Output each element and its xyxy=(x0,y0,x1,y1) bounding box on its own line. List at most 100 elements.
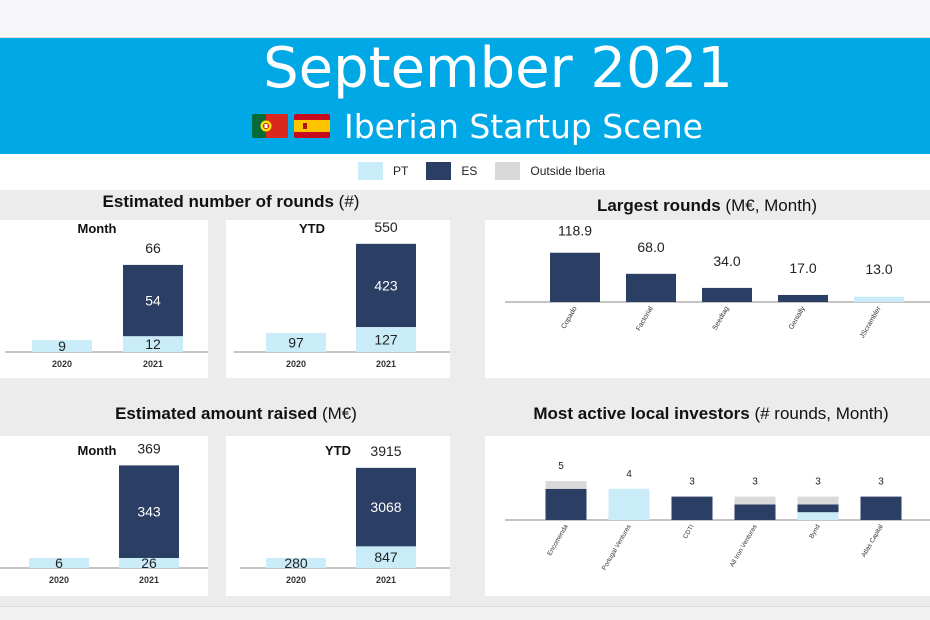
raised-ytd-bar-es-2021 xyxy=(356,467,416,547)
legend-label-outside: Outside Iberia xyxy=(530,164,606,178)
raised-month-label-pt-2020: 6 xyxy=(55,555,63,571)
card-raised-month: Month 6 2020 26 343 369 2021 xyxy=(0,436,208,596)
raised-ytd-bar-pt-2020 xyxy=(266,558,326,568)
rounds-ytd-total-2021: 550 xyxy=(374,220,398,235)
chart-rounds-ytd: YTD 97 2020 127 423 550 2021 xyxy=(234,219,450,369)
raised-ytd-xtick-2020: 2020 xyxy=(286,575,306,585)
rounds-month-subtitle: Month xyxy=(78,221,117,236)
rounds-month-xtick-2020: 2020 xyxy=(52,359,72,369)
raised-month-xtick-2021: 2021 xyxy=(139,575,159,585)
active-investors-bar-outside-iberia-4 xyxy=(797,496,839,505)
rounds-month-label-pt-2021: 12 xyxy=(145,336,161,352)
active-investors-total-5: 3 xyxy=(878,477,884,488)
legend-swatch-es xyxy=(426,162,452,180)
active-investors-xtick-2: CDTI xyxy=(682,523,696,540)
largest-rounds-bar-Copado xyxy=(550,252,600,302)
spain-flag-icon xyxy=(294,114,330,138)
panel-rounds-title: Estimated number of rounds (#) xyxy=(0,192,462,212)
chart-rounds-month: Month 9 2020 12 54 66 2021 xyxy=(5,221,208,369)
largest-rounds-xtick-Copado: Copado xyxy=(560,305,578,330)
legend-swatch-outside xyxy=(495,162,521,180)
active-investors-bar-outside-iberia-0 xyxy=(545,481,587,489)
active-investors-xtick-5: Atlas Capital xyxy=(860,523,885,559)
active-investors-total-0: 5 xyxy=(558,461,564,472)
panel-investors: Most active local investors (# rounds, M… xyxy=(470,398,930,604)
largest-rounds-bar-Seedtag xyxy=(702,287,752,302)
largest-rounds-bar-Genially xyxy=(778,294,828,302)
active-investors-bar-pt-1 xyxy=(608,488,650,520)
largest-rounds-bar-Factorial xyxy=(626,273,676,302)
portugal-flag-icon xyxy=(252,114,288,138)
bottom-bar xyxy=(0,606,930,620)
active-investors-xtick-3: All Iron Ventures xyxy=(729,523,759,568)
rounds-ytd-xtick-2021: 2021 xyxy=(376,359,396,369)
rounds-month-bar-pt-2021 xyxy=(123,336,183,352)
active-investors-bar-es-5 xyxy=(860,496,902,520)
active-investors-bar-outside-iberia-3 xyxy=(734,496,776,505)
active-investors-xtick-1: Portugal Ventures xyxy=(601,523,633,572)
raised-ytd-label-pt-2020: 280 xyxy=(284,555,308,571)
raised-month-subtitle: Month xyxy=(78,443,117,458)
active-investors-bar-pt-4 xyxy=(797,512,839,520)
largest-rounds-xtick-Genially: Genially xyxy=(788,305,807,331)
subtitle-row: Iberian Startup Scene xyxy=(252,106,703,146)
legend-swatch-pt xyxy=(358,162,383,180)
raised-month-bar-es-2021 xyxy=(119,465,179,558)
rounds-month-bar-es-2021 xyxy=(123,264,183,337)
rounds-ytd-bar-pt-2020 xyxy=(266,332,326,352)
rounds-ytd-xtick-2020: 2020 xyxy=(286,359,306,369)
chart-raised-ytd: YTD 280 2020 847 3068 3915 2021 xyxy=(240,443,450,585)
active-investors-bar-es-3 xyxy=(734,504,776,520)
panel-raised-title: Estimated amount raised (M€) xyxy=(0,404,472,424)
panel-investors-title-unit: (# rounds, Month) xyxy=(749,404,889,423)
active-investors-total-3: 3 xyxy=(752,477,758,488)
rounds-ytd-bar-pt-2021 xyxy=(356,327,416,352)
rounds-month-label-es-2021: 54 xyxy=(145,293,161,309)
rounds-ytd-label-pt-2021: 127 xyxy=(374,332,398,348)
card-raised-ytd: YTD 280 2020 847 3068 3915 2021 xyxy=(226,436,450,596)
rounds-ytd-bar-es-2021 xyxy=(356,243,416,328)
chart-largest-rounds: 118.9 Copado 68.0 Factorial 34.0 Seedtag 17.0 G… xyxy=(505,223,930,340)
largest-rounds-xtick-Seedtag: Seedtag xyxy=(712,305,731,331)
browser-top-bar xyxy=(0,0,930,38)
panel-largest-title: Largest rounds (M€, Month) xyxy=(470,196,930,216)
chart-active-investors: 5 Encomenda 4 Portugal Ventures 3 CDTI 3 All Ir… xyxy=(505,461,930,572)
raised-ytd-xtick-2021: 2021 xyxy=(376,575,396,585)
legend-area xyxy=(0,154,930,190)
raised-month-label-es-2021: 343 xyxy=(137,504,161,520)
page-subtitle: Iberian Startup Scene xyxy=(344,106,703,146)
panel-largest-title-bold: Largest rounds xyxy=(596,196,721,215)
page-title: September 2021 xyxy=(263,36,733,101)
largest-rounds-bar-JScrambler xyxy=(854,296,904,302)
panel-investors-title-bold: Most active local investors xyxy=(533,404,750,423)
panel-raised-title-unit: (M€) xyxy=(317,404,357,423)
card-active-investors: 5 Encomenda 4 Portugal Ventures 3 CDTI 3 All Ir… xyxy=(485,436,930,596)
rounds-ytd-label-pt-2020: 97 xyxy=(288,334,304,350)
active-investors-total-2: 3 xyxy=(689,477,695,488)
card-rounds-month: Month 9 2020 12 54 66 2021 xyxy=(0,220,208,378)
largest-rounds-value-Factorial: 68.0 xyxy=(637,239,664,255)
raised-ytd-label-pt-2021: 847 xyxy=(374,549,398,565)
header-banner: September 2021 Iberian Startup Scene xyxy=(0,38,930,154)
raised-month-label-pt-2021: 26 xyxy=(141,555,157,571)
chart-raised-month: Month 6 2020 26 343 369 2021 xyxy=(0,440,208,585)
active-investors-total-1: 4 xyxy=(626,469,632,480)
largest-rounds-value-Seedtag: 34.0 xyxy=(713,253,740,269)
rounds-ytd-label-es-2021: 423 xyxy=(374,277,398,293)
panel-rounds: Estimated number of rounds (#) Month 9 202… xyxy=(0,190,462,392)
largest-rounds-xtick-Factorial: Factorial xyxy=(635,305,655,332)
chart-legend: PT ES Outside Iberia xyxy=(358,162,623,180)
raised-month-bar-pt-2020 xyxy=(29,558,89,568)
raised-month-total-2021: 369 xyxy=(137,440,161,456)
largest-rounds-value-Genially: 17.0 xyxy=(789,260,816,276)
largest-rounds-value-Copado: 118.9 xyxy=(558,223,592,239)
raised-ytd-total-2021: 3915 xyxy=(370,443,401,459)
rounds-month-xtick-2021: 2021 xyxy=(143,359,163,369)
rounds-month-label-pt-2020: 9 xyxy=(58,338,66,354)
active-investors-total-4: 3 xyxy=(815,477,821,488)
active-investors-bar-es-0 xyxy=(545,488,587,520)
active-investors-bar-es-4 xyxy=(797,504,839,513)
card-largest-rounds: 118.9 Copado 68.0 Factorial 34.0 Seedtag 17.0 G… xyxy=(485,220,930,378)
panel-rounds-title-unit: (#) xyxy=(333,192,360,211)
raised-ytd-bar-pt-2021 xyxy=(356,546,416,568)
